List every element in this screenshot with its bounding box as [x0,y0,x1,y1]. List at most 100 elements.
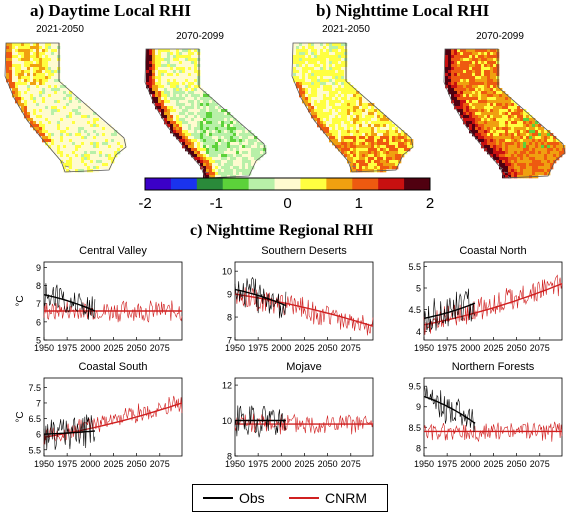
x-tick-label: 1950 [225,343,245,353]
y-tick-label: 6 [36,317,41,327]
legend-obs-line [203,497,233,499]
y-tick-label: 8 [227,313,232,323]
colorbar-tick-label: -2 [138,195,151,212]
x-tick-label: 2075 [341,343,361,353]
x-tick-label: 2050 [127,343,147,353]
y-tick-label: 5.5 [408,262,421,272]
y-tick-label: 10 [222,416,232,426]
colorbar-swatch [326,178,353,190]
x-tick-label: 2025 [294,343,314,353]
colorbar-tick-label: -1 [210,195,223,212]
panel-title: Mojave [286,361,322,373]
panel-title: Southern Deserts [261,245,347,257]
obs-series [423,288,476,332]
map-nighttime-2070-2099-svg [443,48,566,179]
x-tick-label: 2000 [80,459,100,469]
y-tick-label: 8 [227,452,232,462]
x-tick-label: 2000 [80,343,100,353]
map-label-daytime-2070-2099: 2070-2099 [176,31,224,42]
y-tick-label: 7.5 [28,383,41,393]
x-tick-label: 1950 [414,459,434,469]
map-label-nighttime-2021-2050: 2021-2050 [322,24,370,35]
y-tick-label: 9 [227,290,232,300]
map-daytime-2021-2050-svg [4,42,127,173]
panel-plot: 7 8 9 10 1950 1975 2000 2025 2050 2075 [222,261,374,353]
x-tick-label: 1975 [248,343,268,353]
x-tick-label: 2050 [507,459,527,469]
obs-series [43,283,96,320]
panel-coastal-north: Coastal North 4 4.5 5 5.5 1950 1975 2000 2025 205… [386,245,566,368]
colorbar: -2 -1 0 1 2 [138,177,434,212]
map-nighttime-2021-2050 [290,40,416,176]
colorbar-tick-label: 2 [426,195,434,212]
x-tick-label: 1975 [57,343,77,353]
obs-series-trend [234,288,287,307]
x-tick-label: 2075 [150,459,170,469]
colorbar-swatch [248,178,276,190]
x-tick-label: 2025 [103,459,123,469]
obs-series [234,276,287,319]
colorbar-swatch [222,178,250,190]
plot-frame [43,377,183,457]
panel-mojave: Mojave 8 10 12 1950 1975 2000 2025 2050 2075 [197,361,377,484]
legend: Obs CNRM [192,484,388,512]
x-tick-label: 2000 [271,459,291,469]
x-tick-label: 2075 [150,343,170,353]
panel-title: Northern Forests [451,361,535,373]
y-tick-label: 6 [36,430,41,440]
colorbar-swatch [352,178,379,190]
colorbar-swatch [378,178,405,190]
obs-series [423,386,476,433]
y-tick-label: 5 [36,336,41,346]
x-tick-label: 1950 [34,343,54,353]
cnrm-series-trend [423,283,563,326]
cnrm-series [43,300,183,323]
panel-title: Central Valley [79,245,147,257]
obs-series-trend [423,302,476,319]
panel-title: Coastal South [78,361,148,373]
map-nighttime-2021-2050-svg [291,42,414,173]
panel-plot: 4 4.5 5 5.5 1950 1975 2000 2025 2050 2075 [408,261,563,353]
x-tick-label: 2000 [460,343,480,353]
y-tick-label: 5 [416,284,421,294]
x-tick-label: 2050 [318,459,338,469]
panel-plot: 5.5 6 6.5 7 7.5 1950 1975 2000 2025 2050 2075 °C [15,377,183,469]
colorbar-swatch [196,178,224,190]
title-daytime-local-rhi: a) Daytime Local RHI [30,1,192,20]
panel-title: Coastal North [459,245,527,257]
panel-northern-forests: Northern Forests 8 8.5 9 9.5 1950 1975 2000 2025… [386,361,566,484]
x-tick-label: 2025 [103,343,123,353]
plot-frame [423,261,563,341]
x-tick-label: 2000 [271,343,291,353]
y-axis-label: °C [15,295,26,306]
obs-series-trend [43,294,96,312]
colorbar-tick-label: 0 [283,195,291,212]
y-tick-label: 8 [416,443,421,453]
plot-frame [234,377,374,457]
map-daytime-2021-2050 [3,40,129,176]
x-tick-label: 1950 [225,459,245,469]
map-nighttime-2070-2099 [442,46,568,182]
panel-southern-deserts: Southern Deserts 7 8 9 10 1950 1975 2000 2025 205… [197,245,377,368]
y-tick-label: 9 [416,402,421,412]
colorbar-swatch [274,178,301,190]
y-tick-label: 9.5 [408,382,421,392]
x-tick-label: 1975 [437,343,457,353]
map-daytime-2070-2099 [143,46,269,182]
y-tick-label: 10 [222,267,232,277]
map-daytime-2070-2099-svg [144,48,267,179]
obs-series-trend [43,430,95,435]
x-tick-label: 2075 [530,343,550,353]
y-tick-label: 7 [36,398,41,408]
legend-cnrm-line [289,497,319,499]
y-tick-label: 4 [416,327,421,337]
x-tick-label: 2025 [483,459,503,469]
x-tick-label: 1950 [34,459,54,469]
title-nighttime-regional-rhi: c) Nighttime Regional RHI [190,222,374,239]
colorbar-swatch [145,178,172,190]
x-tick-label: 1950 [414,343,434,353]
x-tick-label: 2075 [341,459,361,469]
panel-plot: 8 8.5 9 9.5 1950 1975 2000 2025 2050 2075 [408,377,563,469]
x-tick-label: 2000 [460,459,480,469]
x-tick-label: 1975 [248,459,268,469]
